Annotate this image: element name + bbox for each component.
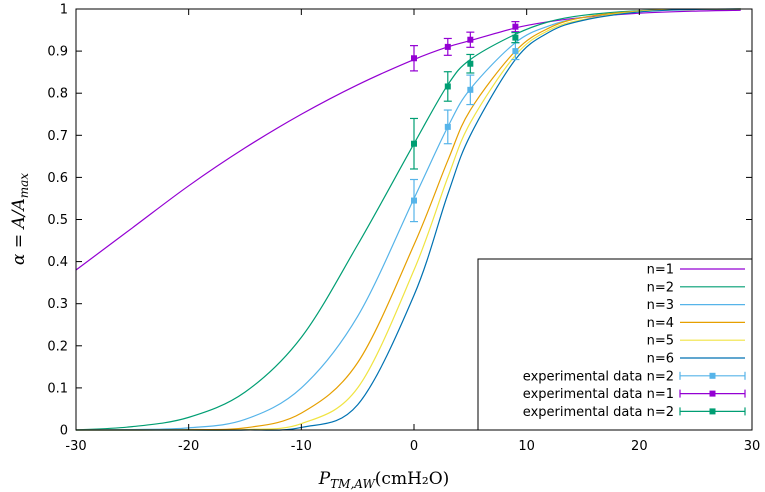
x-tick-label: 0 bbox=[410, 439, 418, 454]
y-tick-label: 0.2 bbox=[47, 339, 68, 354]
data-point bbox=[512, 34, 519, 41]
legend-swatch-marker bbox=[709, 390, 716, 397]
legend-label: n=5 bbox=[647, 334, 674, 349]
legend-label: n=4 bbox=[647, 316, 674, 331]
x-axis-label-var: P bbox=[318, 469, 331, 489]
x-axis-label-sub: TM,AW bbox=[330, 477, 376, 491]
data-point bbox=[444, 123, 451, 130]
legend-label: experimental data n=2 bbox=[523, 405, 674, 420]
legend-label: n=2 bbox=[647, 280, 674, 295]
y-axis-label: α = A/Amax bbox=[9, 173, 31, 265]
data-point bbox=[444, 43, 451, 50]
x-tick-label: -30 bbox=[65, 439, 86, 454]
legend-swatch-marker bbox=[709, 372, 716, 379]
data-point bbox=[411, 140, 417, 147]
y-axis-label-sub: max bbox=[17, 173, 31, 199]
data-point bbox=[467, 36, 474, 43]
series-line-n=2 bbox=[75, 8, 741, 431]
data-point bbox=[411, 197, 417, 204]
data-point bbox=[467, 60, 474, 67]
legend-label: experimental data n=1 bbox=[523, 387, 674, 402]
x-tick-label: 30 bbox=[744, 439, 761, 454]
y-tick-label: 0.4 bbox=[47, 255, 68, 270]
x-axis-label-unit: (cmH₂O) bbox=[375, 469, 449, 489]
y-tick-label: 0.5 bbox=[47, 213, 68, 228]
x-tick-label: -10 bbox=[291, 439, 312, 454]
y-tick-label: 0.1 bbox=[47, 381, 68, 396]
y-tick-label: 0.6 bbox=[47, 171, 68, 186]
data-point bbox=[411, 55, 417, 62]
legend-label: n=3 bbox=[647, 298, 674, 313]
legend-box bbox=[477, 258, 753, 431]
y-tick-label: 0 bbox=[60, 424, 68, 439]
y-tick-label: 0.9 bbox=[47, 45, 68, 60]
data-point bbox=[512, 23, 519, 30]
y-tick-label: 0.7 bbox=[47, 129, 68, 144]
legend-label: experimental data n=2 bbox=[523, 369, 674, 384]
data-point bbox=[512, 48, 519, 55]
y-tick-label: 0.3 bbox=[47, 297, 68, 312]
series-line-n=1 bbox=[75, 9, 741, 271]
legend-label: n=1 bbox=[647, 263, 674, 278]
x-axis-label: PTM,AW(cmH₂O) bbox=[318, 469, 450, 491]
y-tick-label: 0.8 bbox=[47, 87, 68, 102]
data-point bbox=[467, 86, 474, 93]
y-axis-label-main: α = A/A bbox=[9, 198, 29, 265]
x-tick-label: 20 bbox=[631, 439, 648, 454]
y-tick-label: 1 bbox=[60, 3, 68, 18]
legend-swatch-marker bbox=[709, 408, 716, 415]
x-tick-label: 10 bbox=[518, 439, 535, 454]
data-point bbox=[444, 83, 451, 90]
legend-label: n=6 bbox=[647, 352, 674, 367]
x-tick-label: -20 bbox=[178, 439, 199, 454]
